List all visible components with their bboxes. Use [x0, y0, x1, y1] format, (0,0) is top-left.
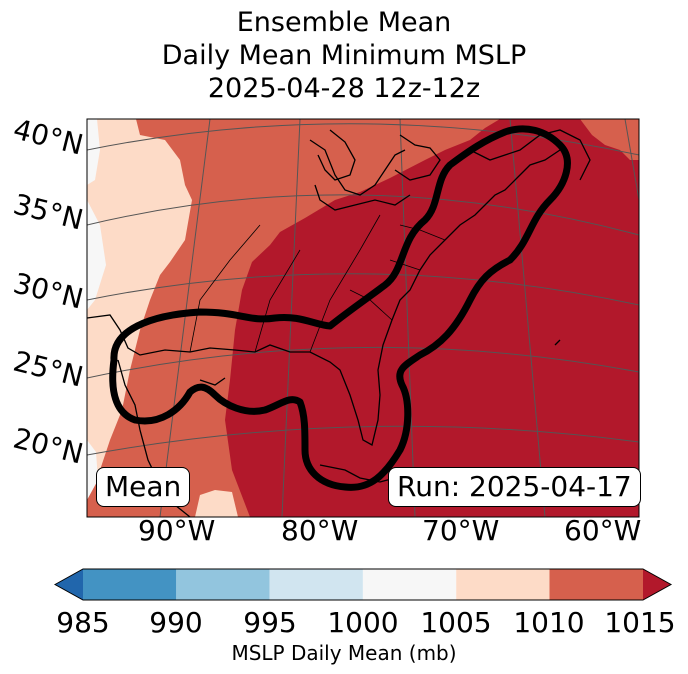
colorbar-label: MSLP Daily Mean (mb) [231, 641, 457, 665]
field-1010-1015 [87, 119, 500, 517]
mean-label-box: Mean [96, 467, 191, 507]
colorbar-segment-995-1000 [269, 569, 363, 600]
colorbar-tick: 990 [149, 606, 203, 639]
graticule [87, 119, 639, 517]
title-line-2: Daily Mean Minimum MSLP [161, 40, 527, 71]
coastlines [87, 129, 591, 517]
lon-label-70w: 70°W [422, 514, 500, 547]
colorbar-under-extend [55, 569, 83, 600]
colorbar-tick: 1000 [327, 606, 399, 639]
title-line-1: Ensemble Mean [236, 7, 452, 38]
colorbar-segment-990-995 [176, 569, 270, 600]
field-1000-1005-b [87, 200, 106, 310]
colorbar-segment-985-990 [83, 569, 177, 600]
run-date-label-box: Run: 2025-04-17 [388, 467, 641, 507]
colorbar-tick: 1005 [420, 606, 492, 639]
colorbar-tick: 1010 [513, 606, 585, 639]
lon-label-80w: 80°W [281, 514, 359, 547]
colorbar-tick: 985 [56, 606, 110, 639]
colorbar-segment-1000-1005 [362, 569, 457, 600]
map-panel [87, 119, 639, 517]
field-1005-1010-south [195, 490, 238, 517]
colorbar-tick: 995 [243, 606, 297, 639]
title-line-3: 2025-04-28 12z-12z [207, 73, 481, 104]
colorbar-segment-1005-1010 [456, 569, 550, 600]
lon-label-90w: 90°W [138, 514, 216, 547]
lon-label-60w: 60°W [564, 514, 642, 547]
contour-1015 [109, 125, 571, 491]
colorbar-segment-1010-1015 [549, 569, 643, 600]
colorbar-over-extend [643, 569, 671, 600]
field-1000-1005 [87, 119, 100, 185]
colorbar [53, 568, 673, 601]
colorbar-tick: 1015 [604, 606, 676, 639]
field-1010-1015-ne [580, 119, 639, 160]
map-frame [86, 118, 640, 518]
